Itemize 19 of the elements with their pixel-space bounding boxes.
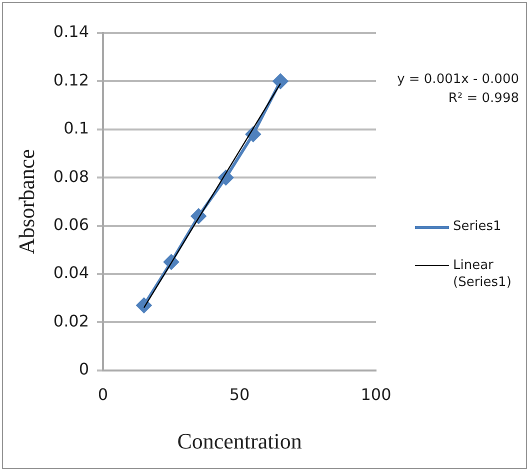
x-axis-title: Concentration (177, 428, 302, 454)
text: y = 0.001x - 0.000 (397, 72, 519, 87)
y-tick-label: 0.12 (53, 70, 90, 90)
x-tick-label: 0 (98, 385, 108, 404)
legend-label: Series1 (453, 218, 502, 235)
point (272, 74, 288, 89)
x-tick-label: 50 (229, 385, 250, 404)
y-tick-label: 0.14 (53, 22, 90, 42)
point (136, 298, 152, 313)
y-tick-label: 0 (78, 360, 90, 379)
text: R² = 0.998 (448, 91, 519, 106)
y-tick-label: 0.1 (64, 118, 90, 138)
x-tick-label: 100 (360, 385, 392, 404)
y-tick-label: 0.04 (53, 263, 90, 282)
y-tick-label: 0.08 (53, 166, 90, 186)
y-axis-title: Absorbance (14, 149, 39, 254)
y-tick-label: 0.06 (53, 214, 90, 234)
legend-label: Linear (Series1) (453, 257, 512, 291)
y-tick-label: 0.02 (53, 311, 90, 330)
